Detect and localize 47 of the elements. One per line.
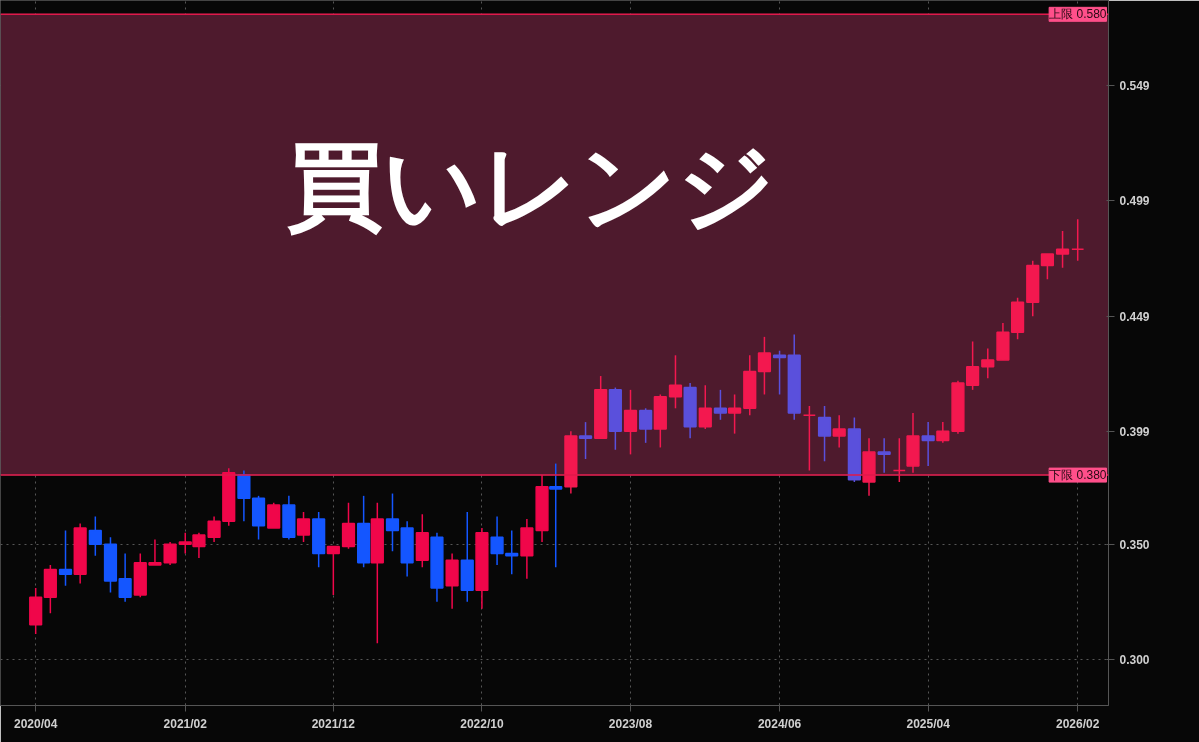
x-tick-label: 2026/02 — [1056, 716, 1100, 731]
y-tick-label: 0.499 — [1119, 194, 1150, 209]
candlestick — [981, 347, 995, 380]
candlestick — [727, 393, 742, 435]
y-tick-label: 0.549 — [1119, 79, 1150, 94]
candlestick — [1071, 218, 1085, 262]
ref-line-label: 下限 0.380 — [1049, 468, 1107, 483]
candlestick — [578, 421, 593, 460]
y-tick-label: 0.449 — [1119, 309, 1150, 324]
y-tick-label: 0.350 — [1119, 537, 1150, 552]
candlestick — [936, 421, 950, 444]
candlestick — [267, 502, 281, 529]
y-tick-label: 0.399 — [1119, 424, 1150, 439]
candlestick — [163, 541, 177, 566]
x-tick-label: 2025/04 — [906, 716, 951, 731]
x-tick-label: 2020/04 — [14, 716, 58, 731]
candlestick — [341, 502, 356, 550]
ref-line-label: 上限 0.580 — [1049, 7, 1107, 22]
x-tick-label: 2021/12 — [311, 716, 356, 731]
candlestick — [88, 515, 102, 557]
candlestick — [921, 421, 935, 467]
candlestick — [713, 389, 728, 421]
candlestick — [698, 384, 712, 430]
candlestick — [832, 414, 846, 449]
candlestick — [58, 529, 73, 587]
candlestick — [757, 336, 772, 396]
candlestick — [326, 545, 340, 596]
candlestick — [668, 354, 683, 410]
candlestick — [892, 437, 906, 483]
annotation: 買いレンジ — [286, 132, 775, 239]
candlestick — [385, 492, 400, 552]
candlestick — [1055, 230, 1070, 269]
candlestick — [118, 552, 132, 603]
x-tick-label: 2022/10 — [460, 716, 504, 731]
candlestick — [237, 469, 251, 522]
candlestick — [623, 389, 638, 456]
candlestick — [817, 405, 832, 463]
candlestick — [549, 462, 563, 569]
x-tick-label: 2021/02 — [163, 716, 208, 731]
candlestick — [1040, 253, 1055, 281]
candlestick — [296, 511, 311, 543]
candlestick — [639, 407, 653, 444]
candlestick — [802, 405, 816, 472]
candlestick — [877, 437, 891, 474]
x-tick-label: 2024/06 — [757, 716, 802, 731]
x-tick-label: 2023/08 — [608, 716, 653, 731]
y-tick-label: 0.300 — [1119, 652, 1150, 667]
